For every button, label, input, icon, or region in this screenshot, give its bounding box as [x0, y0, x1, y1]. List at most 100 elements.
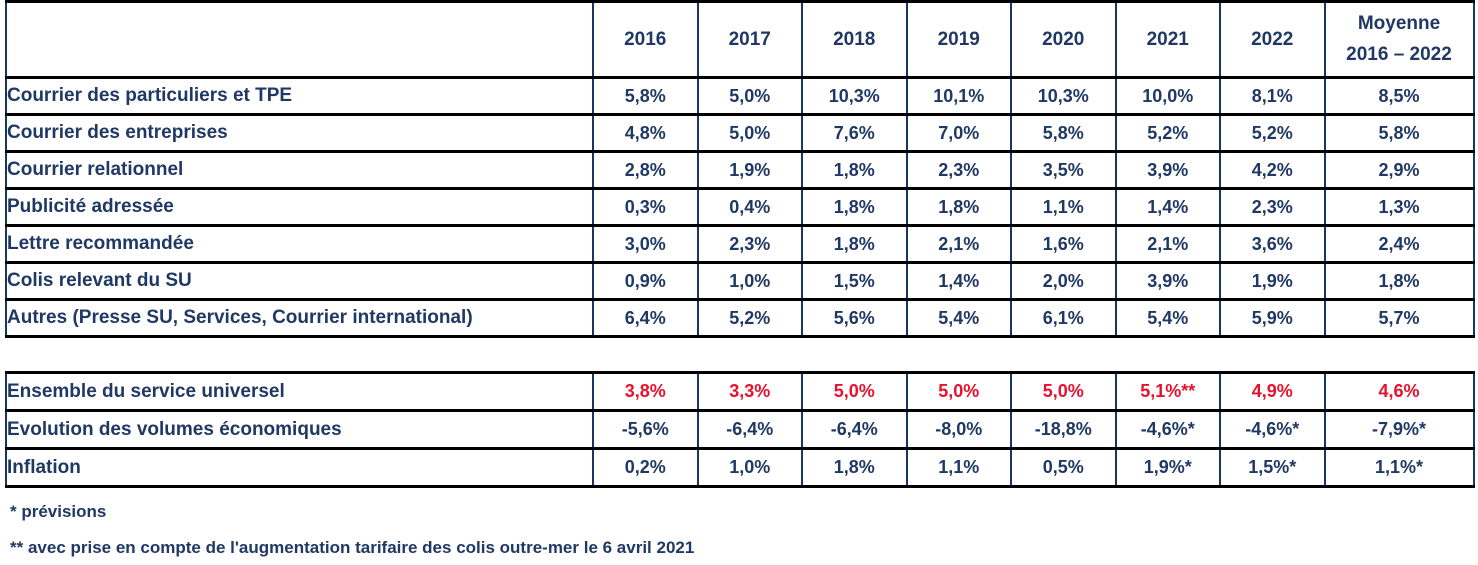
- header-row: 2016 2017 2018 2019 2020 2021 2022 Moyen…: [5, 0, 1475, 79]
- cell-value: 1,1%*: [1323, 447, 1475, 488]
- moyenne-label-line1: Moyenne: [1357, 13, 1441, 34]
- col-header-2018: 2018: [801, 0, 908, 79]
- cell-value: -4,6%*: [1219, 409, 1326, 450]
- cell-value: 0,3%: [592, 187, 699, 227]
- cell-value: 3,9%: [1114, 261, 1221, 301]
- cell-value: 5,6%: [801, 298, 908, 338]
- cell-value: 1,0%: [696, 447, 803, 488]
- cell-value: 7,0%: [905, 113, 1012, 153]
- footnote-previsions: * prévisions: [10, 502, 107, 521]
- cell-value: 1,8%: [801, 187, 908, 227]
- cell-value: 5,0%: [801, 371, 908, 412]
- cell-value: 1,5%*: [1219, 447, 1326, 488]
- cell-value: 5,9%: [1219, 298, 1326, 338]
- row-label: Colis relevant du SU: [5, 261, 594, 301]
- cell-value: 2,1%: [905, 224, 1012, 264]
- cell-value: 8,1%: [1219, 76, 1326, 116]
- cell-value: 3,0%: [592, 224, 699, 264]
- cell-value: 0,5%: [1010, 447, 1117, 488]
- table-row: Lettre recommandée 3,0% 2,3% 1,8% 2,1% 1…: [5, 224, 1475, 264]
- cell-value: 1,0%: [696, 261, 803, 301]
- moyenne-label-line2: 2016 – 2022: [1346, 44, 1452, 65]
- cell-value: 5,4%: [1114, 298, 1221, 338]
- cell-value: 6,4%: [592, 298, 699, 338]
- cell-value: 2,1%: [1114, 224, 1221, 264]
- cell-value-selected: 10,0%: [1114, 76, 1221, 116]
- col-header-2022: 2022: [1219, 0, 1326, 79]
- cell-value: 3,8%: [592, 371, 699, 412]
- table-row: Courrier des particuliers et TPE 5,8% 5,…: [5, 76, 1475, 116]
- cell-value: 5,8%: [1323, 113, 1475, 153]
- cell-value: 2,8%: [592, 150, 699, 190]
- row-label: Courrier des entreprises: [5, 113, 594, 153]
- cell-value: 7,6%: [801, 113, 908, 153]
- cell-value: 2,3%: [1219, 187, 1326, 227]
- col-header-2016: 2016: [592, 0, 699, 79]
- cell-value: 1,4%: [1114, 187, 1221, 227]
- table-row: Courrier relationnel 2,8% 1,9% 1,8% 2,3%…: [5, 150, 1475, 190]
- cell-value: 3,5%: [1010, 150, 1117, 190]
- cell-value: 5,0%: [696, 76, 803, 116]
- table-row-volumes: Evolution des volumes économiques -5,6% …: [5, 409, 1475, 450]
- row-label: Autres (Presse SU, Services, Courrier in…: [5, 298, 594, 338]
- cell-value: 1,3%: [1323, 187, 1475, 227]
- corner-empty-cell: [5, 0, 594, 79]
- cell-value: 3,9%: [1114, 150, 1221, 190]
- cell-value: 2,3%: [696, 224, 803, 264]
- row-label: Publicité adressée: [5, 187, 594, 227]
- cell-value: 5,8%: [592, 76, 699, 116]
- cell-value: -7,9%*: [1323, 409, 1475, 450]
- row-label: Courrier des particuliers et TPE: [5, 76, 594, 116]
- cell-value: 2,4%: [1323, 224, 1475, 264]
- cell-value: -6,4%: [801, 409, 908, 450]
- table-row: Courrier des entreprises 4,8% 5,0% 7,6% …: [5, 113, 1475, 153]
- col-header-2017: 2017: [696, 0, 803, 79]
- cell-value: 5,2%: [1219, 113, 1326, 153]
- cell-value: 1,1%: [1010, 187, 1117, 227]
- cell-value: 5,8%: [1010, 113, 1117, 153]
- cell-value: 0,4%: [696, 187, 803, 227]
- cell-value: 5,0%: [696, 113, 803, 153]
- cell-value: 5,4%: [905, 298, 1012, 338]
- cell-value: 1,8%: [1323, 261, 1475, 301]
- table-row: Autres (Presse SU, Services, Courrier in…: [5, 298, 1475, 338]
- cell-value: 5,7%: [1323, 298, 1475, 338]
- cell-value: 1,8%: [801, 447, 908, 488]
- cell-value: 4,6%: [1323, 371, 1475, 412]
- row-label: Ensemble du service universel: [5, 371, 594, 412]
- cell-value: 5,0%: [1010, 371, 1117, 412]
- cell-value: 1,8%: [801, 224, 908, 264]
- row-label: Inflation: [5, 447, 594, 488]
- col-header-2021: 2021: [1114, 0, 1221, 79]
- cell-value: -8,0%: [905, 409, 1012, 450]
- footnote-colis-outre-mer: ** avec prise en compte de l'augmentatio…: [10, 538, 695, 557]
- table-row: Colis relevant du SU 0,9% 1,0% 1,5% 1,4%…: [5, 261, 1475, 301]
- table-row: Publicité adressée 0,3% 0,4% 1,8% 1,8% 1…: [5, 187, 1475, 227]
- cell-value: 3,3%: [696, 371, 803, 412]
- cell-value: 4,9%: [1219, 371, 1326, 412]
- cell-value: 5,2%: [1114, 113, 1221, 153]
- cell-value: 1,1%: [905, 447, 1012, 488]
- cell-value: -5,6%: [592, 409, 699, 450]
- cell-value: 1,8%: [905, 187, 1012, 227]
- tariff-evolution-table: 2016 2017 2018 2019 2020 2021 2022 Moyen…: [5, 0, 1475, 338]
- row-label: Evolution des volumes économiques: [5, 409, 594, 450]
- cell-value: 6,1%: [1010, 298, 1117, 338]
- row-label: Courrier relationnel: [5, 150, 594, 190]
- cell-value: 3,6%: [1219, 224, 1326, 264]
- cell-value: 1,6%: [1010, 224, 1117, 264]
- cell-value: 5,1%**: [1114, 371, 1221, 412]
- cell-value: 5,2%: [696, 298, 803, 338]
- cell-value: 5,0%: [905, 371, 1012, 412]
- summary-table: Ensemble du service universel 3,8% 3,3% …: [5, 371, 1475, 488]
- cell-value: 10,1%: [905, 76, 1012, 116]
- cell-value: 10,3%: [801, 76, 908, 116]
- col-header-2019: 2019: [905, 0, 1012, 79]
- cell-value: 1,9%: [696, 150, 803, 190]
- cell-value: 0,2%: [592, 447, 699, 488]
- col-header-moyenne: Moyenne 2016 – 2022: [1323, 0, 1475, 79]
- cell-value: 4,8%: [592, 113, 699, 153]
- cell-value: 10,3%: [1010, 76, 1117, 116]
- cell-value: -18,8%: [1010, 409, 1117, 450]
